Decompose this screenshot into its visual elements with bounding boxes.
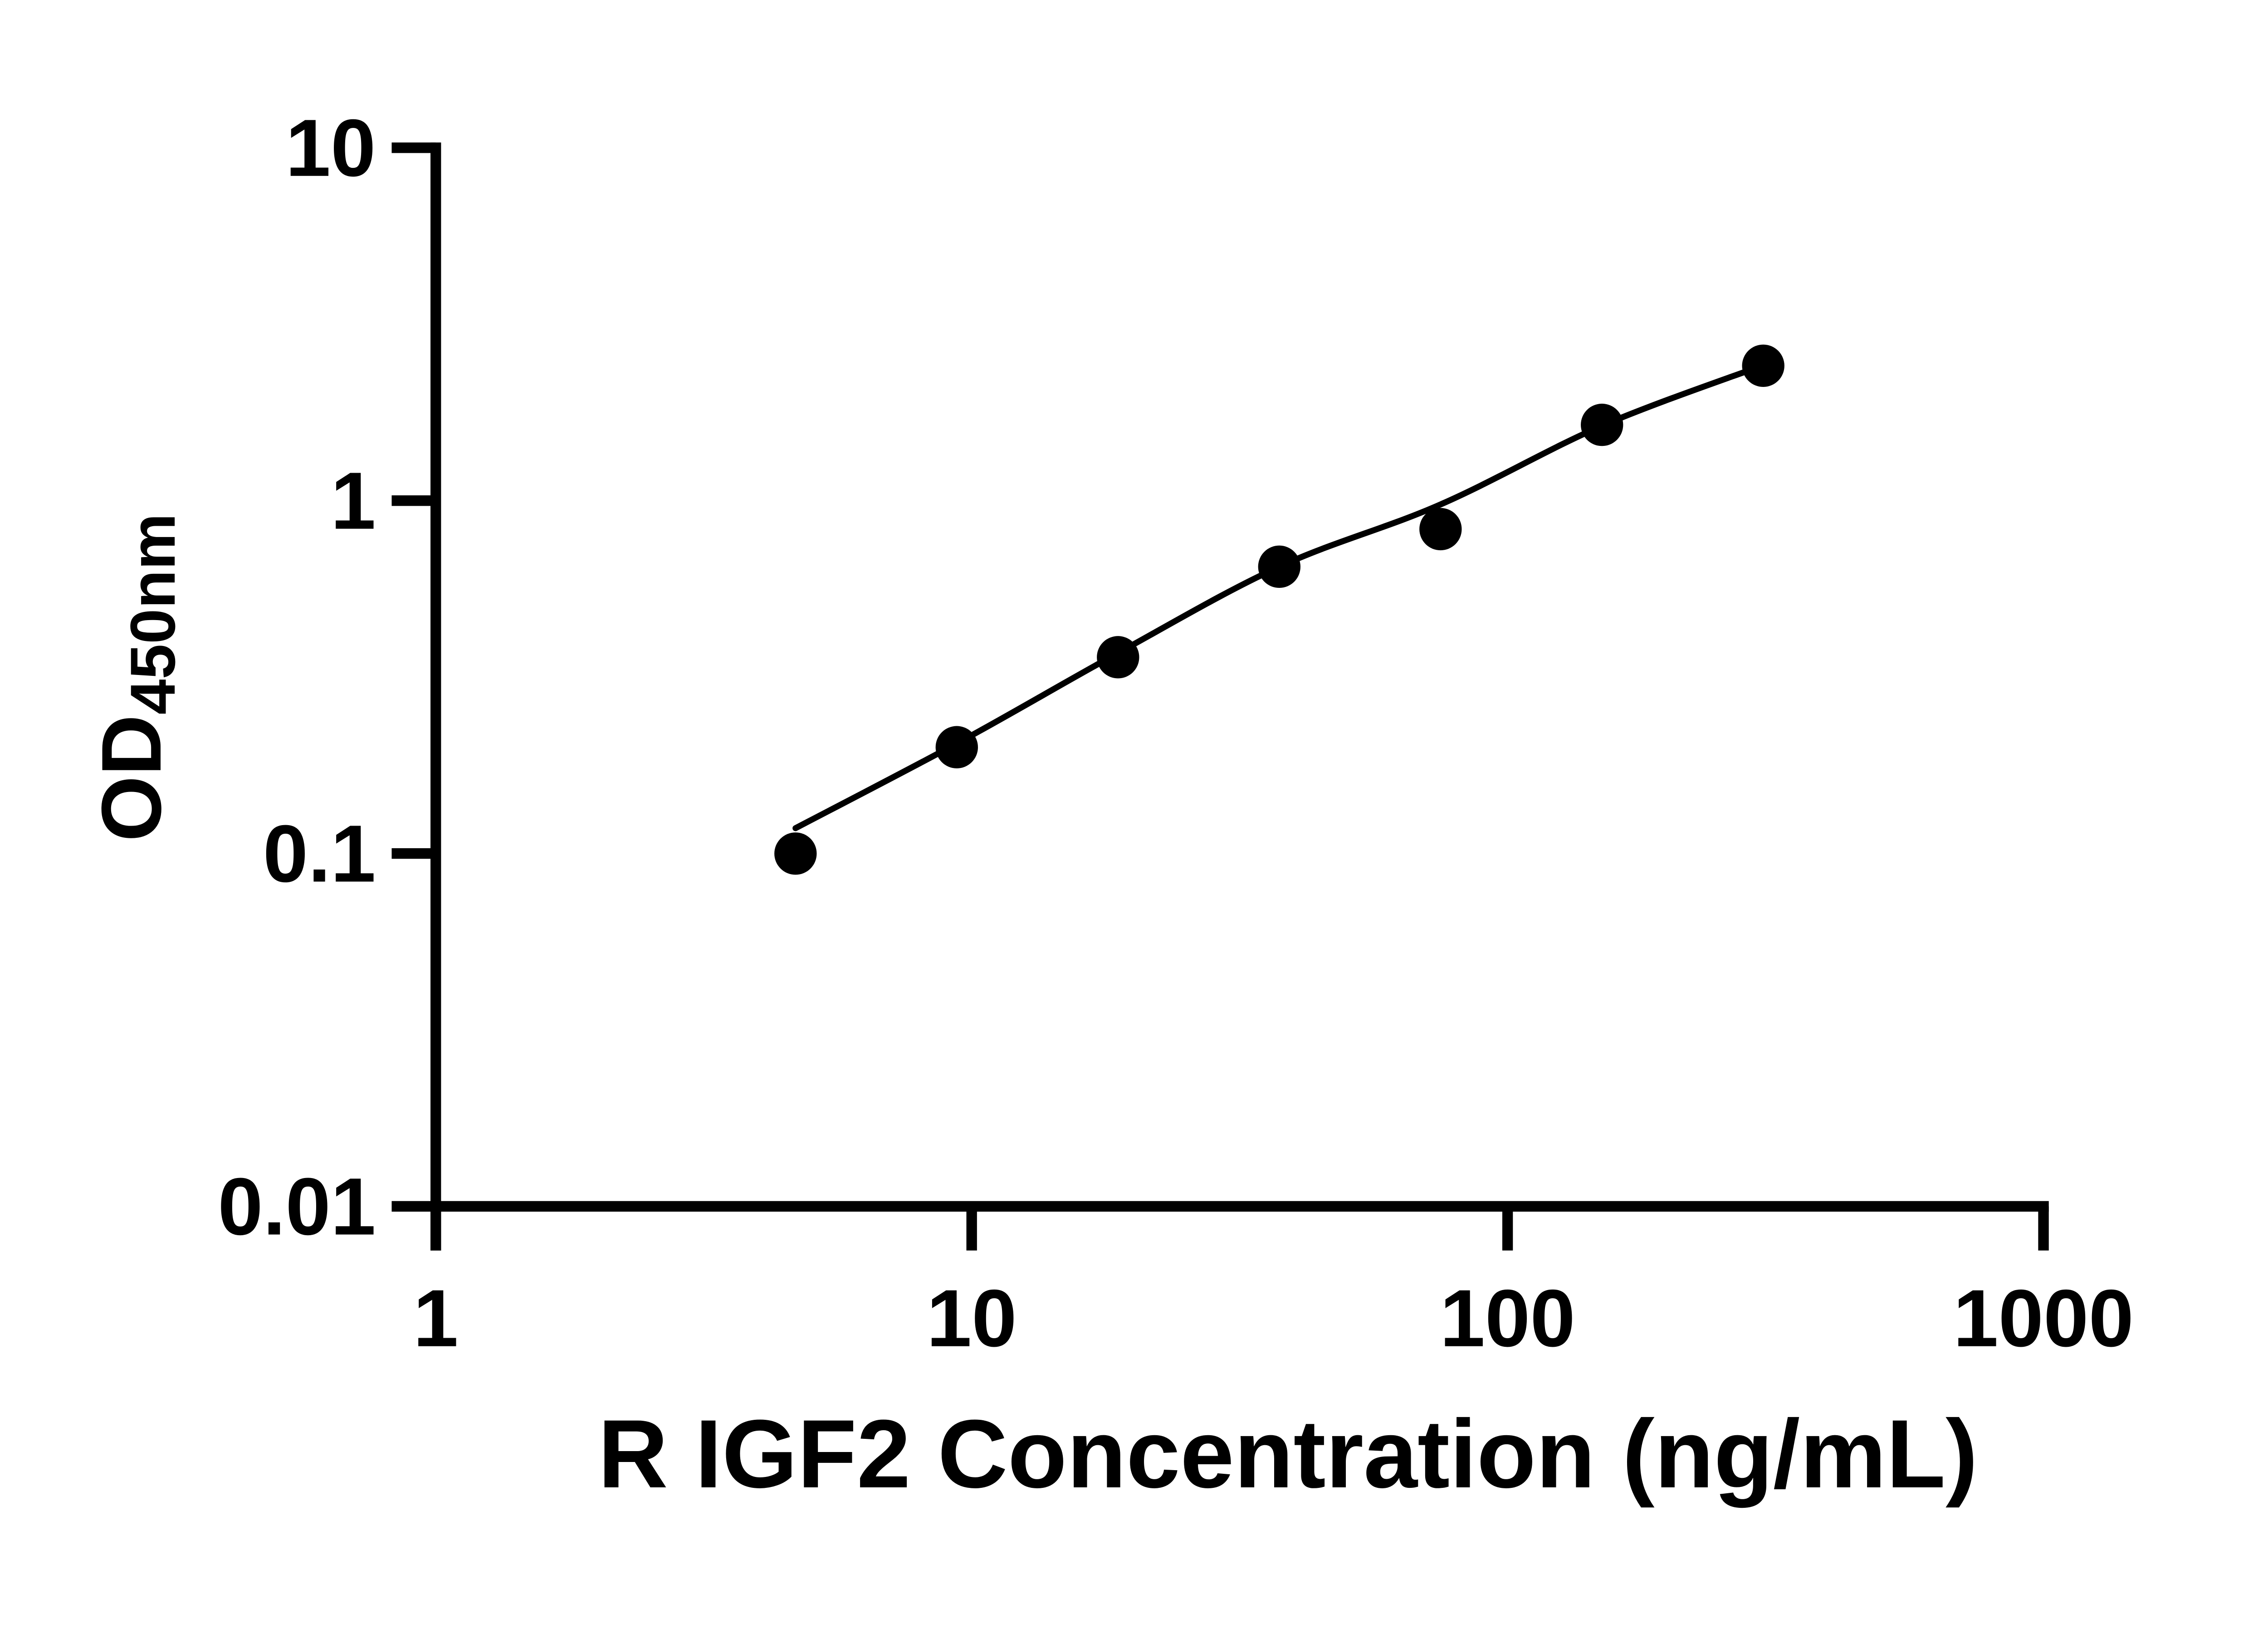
figure-canvas: 10 1 0.1 0.01 1 10 100 1000 R IGF2 Concentrati…: [83, 102, 2134, 1508]
data-point: [935, 726, 978, 768]
y-tick-label: 0.01: [218, 1161, 376, 1252]
data-point: [1419, 508, 1462, 551]
x-axis: 1 10 100 1000: [413, 1201, 2134, 1364]
data-point: [774, 832, 817, 875]
standard-curve-chart: 10 1 0.1 0.01 1 10 100 1000 R IGF2 Concentrati…: [84, 103, 2134, 1508]
y-tick-label: 10: [285, 103, 376, 193]
data-points: [774, 344, 1784, 875]
data-point: [1742, 344, 1784, 387]
x-tick-label: 100: [1440, 1273, 1575, 1364]
x-tick-label: 1000: [1953, 1273, 2134, 1364]
y-tick-label: 1: [331, 455, 376, 546]
y-tick-label: 0.1: [263, 808, 376, 899]
y-axis: 10 1 0.1 0.01: [218, 103, 441, 1252]
y-axis-title-subscript: 450nm: [117, 513, 188, 715]
y-axis-title: OD450nm: [84, 513, 188, 842]
data-point: [1258, 545, 1300, 588]
x-tick-label: 10: [927, 1273, 1017, 1364]
data-point: [1581, 403, 1623, 446]
y-axis-title-main: OD: [84, 714, 179, 841]
x-tick-label: 1: [413, 1273, 459, 1364]
data-point: [1097, 636, 1139, 679]
x-axis-title: R IGF2 Concentration (ng/mL): [598, 1400, 1978, 1508]
